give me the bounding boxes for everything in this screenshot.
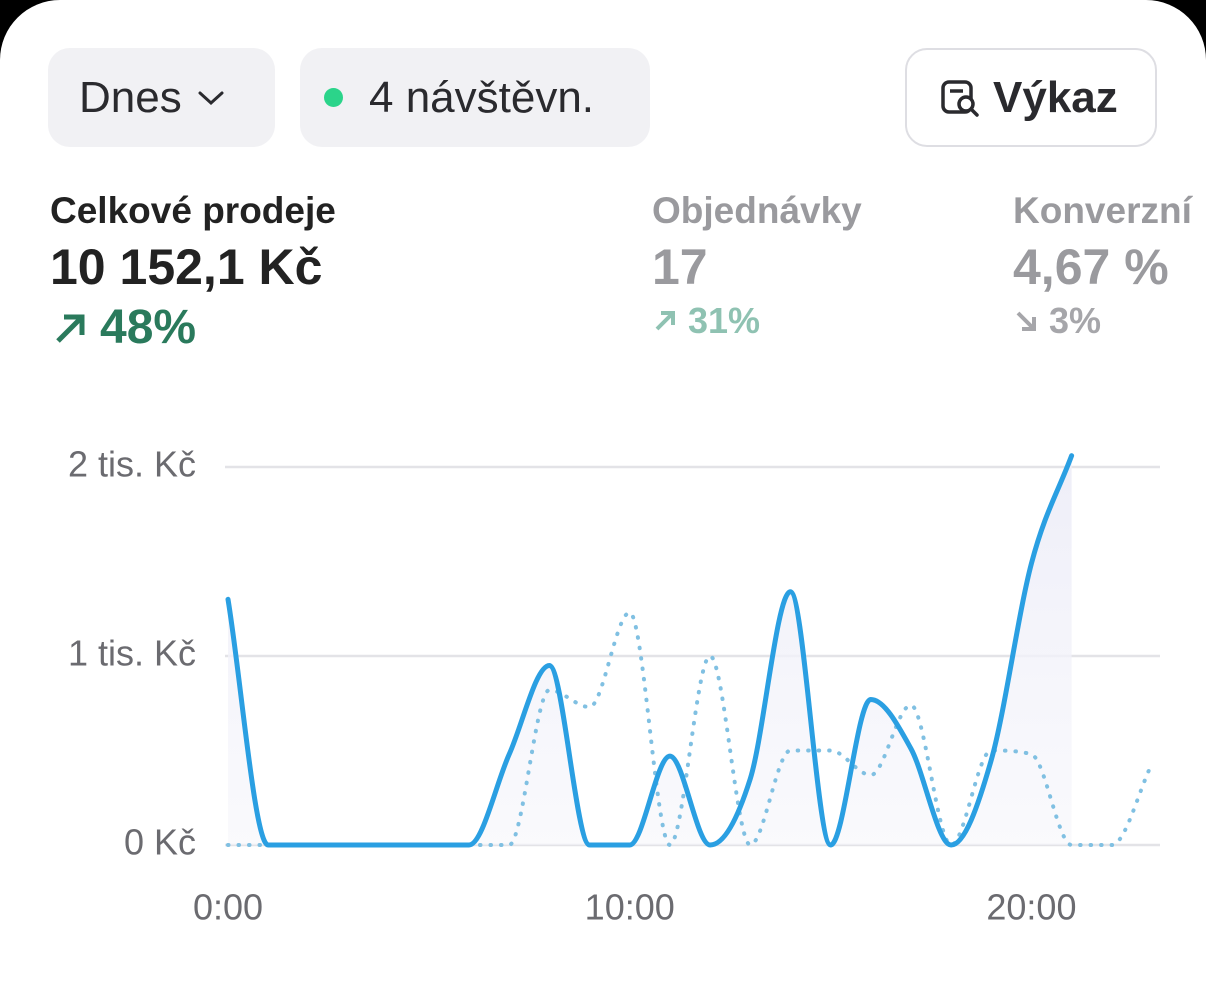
metric-change: 3% xyxy=(1049,300,1102,341)
visitors-pill[interactable]: 4 návštěvn. xyxy=(300,48,650,147)
area xyxy=(228,455,1072,845)
metric-label: Celkové prodeje xyxy=(50,190,336,231)
x-tick-label: 0:00 xyxy=(193,887,263,928)
period-label: Dnes xyxy=(79,72,182,122)
series-line xyxy=(225,453,1075,848)
x-tick-label: 20:00 xyxy=(986,887,1076,928)
metric[interactable]: Konverzní 4,67 % 3% xyxy=(1013,190,1192,342)
report-button[interactable]: Výkaz xyxy=(905,48,1157,147)
report-icon xyxy=(941,79,979,117)
metric-label: Konverzní xyxy=(1013,190,1192,231)
metric-change-row: 48% xyxy=(50,300,336,355)
up-arrow xyxy=(655,311,675,331)
period-selector[interactable]: Dnes xyxy=(48,48,275,147)
metric-change: 48% xyxy=(100,301,197,354)
report-label: Výkaz xyxy=(993,72,1118,122)
metric[interactable]: Celkové prodeje 10 152,1 Kč 48% xyxy=(50,190,336,355)
metric[interactable]: Objednávky 17 31% xyxy=(652,190,862,342)
chevron-icon xyxy=(198,91,224,105)
x-tick-label: 10:00 xyxy=(585,887,675,928)
metric-label: Objednávky xyxy=(652,190,862,231)
metric-value: 10 152,1 Kč xyxy=(50,239,323,295)
y-tick-label: 1 tis. Kč xyxy=(68,633,196,674)
metric-change-row: 31% xyxy=(652,300,862,342)
metric-change: 31% xyxy=(688,300,761,341)
metric-value: 17 xyxy=(652,239,708,295)
y-tick-label: 2 tis. Kč xyxy=(68,444,196,485)
up-arrow xyxy=(56,314,85,343)
metric-change-row: 3% xyxy=(1013,300,1192,342)
visitors-label: 4 návštěvn. xyxy=(369,72,595,122)
live-dot xyxy=(324,88,343,107)
series-line xyxy=(226,610,1154,847)
y-tick-label: 0 Kč xyxy=(124,822,196,863)
metric-value: 4,67 % xyxy=(1013,239,1169,295)
down-arrow xyxy=(1016,311,1036,331)
